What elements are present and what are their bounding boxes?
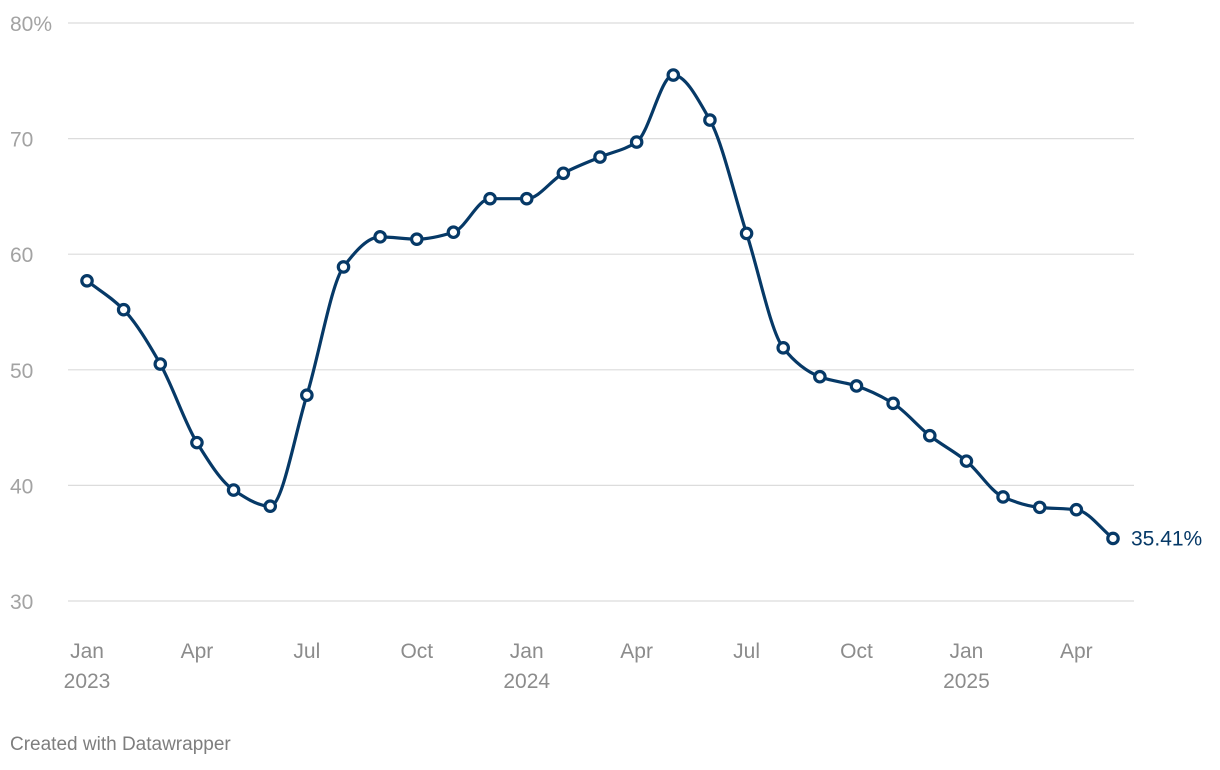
y-tick-label: 70 (10, 129, 33, 152)
data-point (190, 435, 204, 450)
data-point (373, 230, 387, 244)
y-tick-label: 80% (10, 13, 52, 36)
data-point (556, 166, 571, 181)
x-tick-label: Apr (620, 640, 653, 663)
credit-text: Created with Datawrapper (10, 734, 231, 755)
x-tick-label: Apr (1060, 640, 1093, 663)
x-tick-label: Jul (293, 640, 320, 663)
x-tick-year-label: 2025 (943, 670, 990, 693)
data-point (959, 454, 974, 468)
x-tick-label: Jan (70, 640, 104, 663)
gridlines (68, 22, 1134, 602)
data-point (116, 302, 131, 317)
x-tick-year-label: 2023 (64, 670, 111, 693)
x-axis-ticks: Jan 2023 Apr Jul Oct Jan 2024 Apr Jul Oct Jan 2025 A… (64, 640, 1093, 693)
data-point (1032, 500, 1047, 515)
x-tick-label: Apr (181, 640, 214, 663)
data-point (1069, 502, 1084, 517)
data-point (666, 68, 681, 82)
x-tick-label: Oct (840, 640, 873, 663)
x-tick-label: Jan (510, 640, 544, 663)
data-point (483, 191, 497, 206)
data-point (629, 135, 644, 149)
data-point (739, 226, 754, 241)
data-point (996, 490, 1010, 504)
data-point (1106, 531, 1120, 546)
y-tick-label: 60 (10, 244, 33, 267)
end-label-group: 35.41% (1131, 527, 1202, 550)
y-tick-label: 50 (10, 360, 33, 383)
data-point (703, 113, 717, 127)
data-points (80, 68, 1120, 546)
x-tick-year-label: 2024 (503, 670, 550, 693)
y-tick-label: 30 (10, 591, 33, 614)
x-tick-label: Jul (733, 640, 760, 663)
data-point (519, 191, 534, 206)
data-point (263, 499, 278, 514)
data-point (886, 396, 900, 411)
y-tick-label: 40 (10, 475, 33, 498)
x-tick-label: Oct (400, 640, 433, 663)
data-point (153, 357, 168, 371)
end-value-label: 35.41% (1131, 527, 1202, 550)
x-tick-label: Jan (949, 640, 983, 663)
data-point (593, 150, 607, 164)
data-point (813, 369, 827, 384)
series-line-group (85, 73, 1115, 541)
data-point (446, 225, 461, 240)
data-point (336, 260, 351, 274)
y-axis-ticks: 30 40 50 60 70 80% (10, 13, 52, 614)
data-point (922, 428, 937, 443)
data-point (226, 483, 241, 497)
data-point (409, 232, 424, 246)
data-point (300, 388, 314, 403)
data-point (776, 341, 791, 355)
data-point (849, 379, 864, 393)
data-point (80, 273, 94, 288)
series-line (85, 73, 1115, 541)
